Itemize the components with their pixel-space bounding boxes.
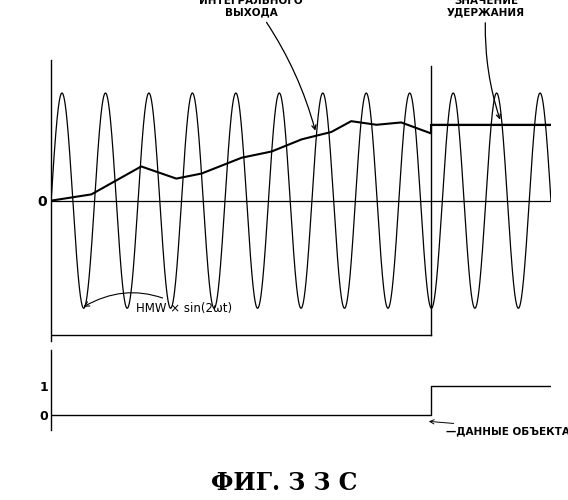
- Text: ЗНАЧЕНИЕ
УДЕРЖАНИЯ: ЗНАЧЕНИЕ УДЕРЖАНИЯ: [447, 0, 525, 118]
- Text: —ДАННЫЕ ОБЪЕКТА МОДУЛЯЦИИ: —ДАННЫЕ ОБЪЕКТА МОДУЛЯЦИИ: [430, 420, 568, 436]
- Text: НМW × sin(2ωt): НМW × sin(2ωt): [85, 292, 232, 315]
- Text: ФИГ. З З С: ФИГ. З З С: [211, 471, 357, 495]
- Text: ЗНАЧЕНИЕ
ИНТЕГРАЛЬНОГО
ВЫХОДА: ЗНАЧЕНИЕ ИНТЕГРАЛЬНОГО ВЫХОДА: [199, 0, 316, 130]
